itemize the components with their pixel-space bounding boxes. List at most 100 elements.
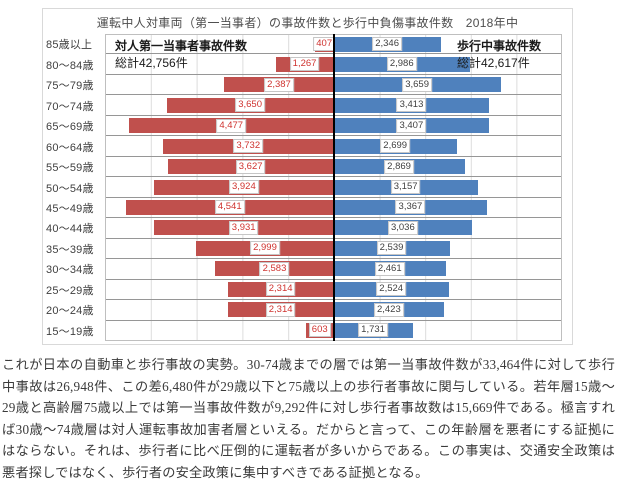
driver-accidents-value-label: 603 — [308, 323, 331, 338]
driver-accidents-cell: 4,477 — [105, 115, 334, 137]
pedestrian-accidents-value-label: 2,524 — [376, 282, 407, 297]
chart-row: 30～34歳 2,583 2,461 — [46, 259, 562, 280]
chart-row: 60～64歳 3,732 2,699 — [46, 136, 562, 157]
driver-accidents-bar: 3,627 — [167, 159, 334, 175]
pedestrian-accidents-cell: 2,346 — [333, 34, 562, 55]
accidents-by-age-chart: 運転中人対車両（第一当事者）の事故件数と歩行中負傷事故件数 2018年中 85歳… — [42, 8, 573, 345]
driver-accidents-value-label: 3,931 — [228, 220, 259, 235]
right-series-header: 歩行中事故件数 総計42,617件 — [457, 38, 559, 72]
right-series-label: 歩行中事故件数 — [457, 39, 542, 53]
chart-row: 70～74歳 3,650 3,413 — [46, 95, 562, 116]
age-group-label: 20～24歳 — [46, 305, 94, 318]
pedestrian-accidents-value-label: 3,413 — [396, 98, 427, 113]
pedestrian-accidents-bar: 2,524 — [333, 281, 449, 297]
pedestrian-accidents-bar: 1,731 — [333, 322, 413, 338]
pedestrian-accidents-value-label: 3,036 — [387, 220, 418, 235]
pedestrian-accidents-bar: 2,346 — [333, 36, 441, 52]
pedestrian-accidents-bar: 3,157 — [333, 179, 478, 195]
age-group-label: 40～44歳 — [46, 223, 94, 236]
pedestrian-accidents-bar: 3,413 — [333, 97, 490, 113]
pedestrian-accidents-bar: 2,869 — [333, 159, 465, 175]
chart-row: 80～84歳 1,267 2,986 — [46, 54, 562, 75]
chart-row: 15～19歳 603 1,731 — [46, 320, 562, 342]
driver-accidents-cell: 1,267 — [105, 54, 334, 75]
driver-accidents-bar: 4,477 — [128, 118, 334, 134]
pedestrian-accidents-value-label: 2,461 — [374, 261, 405, 276]
pedestrian-accidents-value-label: 2,539 — [376, 241, 407, 256]
pedestrian-accidents-cell: 2,423 — [333, 300, 562, 321]
driver-accidents-value-label: 3,627 — [235, 159, 266, 174]
age-group-label: 15～19歳 — [46, 325, 94, 338]
chart-row: 50～54歳 3,924 3,157 — [46, 177, 562, 198]
age-group-label: 50～54歳 — [46, 182, 94, 195]
driver-accidents-cell: 3,650 — [105, 95, 334, 116]
driver-accidents-value-label: 2,387 — [264, 77, 294, 92]
pedestrian-accidents-cell: 3,036 — [333, 218, 562, 239]
driver-accidents-cell: 2,314 — [105, 279, 334, 301]
age-group-label: 60～64歳 — [46, 141, 94, 154]
driver-accidents-value-label: 407 — [313, 37, 336, 52]
pedestrian-accidents-value-label: 2,346 — [372, 37, 402, 52]
age-group-label: 65～69歳 — [46, 121, 94, 134]
chart-row: 45～49歳 4,541 3,367 — [46, 197, 562, 219]
chart-title: 運転中人対車両（第一当事者）の事故件数と歩行中負傷事故件数 2018年中 — [96, 16, 519, 30]
driver-accidents-bar: 603 — [305, 322, 334, 338]
chart-rows: 85歳以上 407 2,346 80～84歳 1,267 2,986 75～79… — [46, 34, 562, 342]
pedestrian-accidents-cell: 2,869 — [333, 156, 562, 178]
pedestrian-accidents-value-label: 2,423 — [373, 302, 404, 317]
pedestrian-accidents-cell: 1,731 — [333, 320, 562, 342]
pedestrian-accidents-bar: 3,367 — [333, 199, 488, 215]
driver-accidents-bar: 407 — [313, 36, 336, 52]
left-series-label: 対人第一当事者事故件数 — [115, 39, 248, 53]
driver-accidents-value-label: 3,650 — [235, 98, 265, 113]
chart-row: 75～79歳 2,387 3,659 — [46, 74, 562, 96]
left-series-total: 総計42,756件 — [115, 56, 188, 70]
driver-accidents-cell: 603 — [105, 320, 334, 342]
pedestrian-accidents-bar: 3,036 — [333, 220, 473, 236]
driver-accidents-cell: 2,387 — [105, 74, 334, 96]
driver-accidents-bar: 3,931 — [153, 220, 334, 236]
driver-accidents-bar: 2,999 — [196, 240, 334, 256]
pedestrian-accidents-cell: 2,524 — [333, 279, 562, 301]
driver-accidents-bar: 3,650 — [166, 97, 334, 113]
driver-accidents-bar: 2,583 — [215, 261, 334, 277]
pedestrian-accidents-value-label: 2,699 — [380, 139, 411, 154]
pedestrian-accidents-cell: 3,157 — [333, 177, 562, 198]
driver-accidents-cell: 407 — [105, 34, 336, 55]
pedestrian-accidents-bar: 2,423 — [333, 302, 445, 318]
pedestrian-accidents-value-label: 1,731 — [358, 323, 388, 338]
chart-row: 20～24歳 2,314 2,423 — [46, 300, 562, 321]
chart-row: 55～59歳 3,627 2,869 — [46, 156, 562, 178]
driver-accidents-cell: 3,924 — [105, 177, 334, 198]
driver-accidents-bar: 4,541 — [125, 199, 334, 215]
driver-accidents-value-label: 3,732 — [233, 139, 264, 154]
driver-accidents-value-label: 3,924 — [228, 180, 259, 195]
left-series-header: 対人第一当事者事故件数 総計42,756件 — [115, 38, 247, 72]
driver-accidents-value-label: 2,314 — [265, 302, 296, 317]
driver-accidents-value-label: 2,583 — [259, 261, 290, 276]
driver-accidents-value-label: 4,477 — [216, 118, 247, 133]
age-group-label: 25～29歳 — [46, 284, 94, 297]
driver-accidents-value-label: 1,267 — [289, 57, 320, 72]
chart-row: 35～39歳 2,999 2,539 — [46, 238, 562, 260]
right-series-total: 総計42,617件 — [457, 56, 530, 70]
age-group-label: 35～39歳 — [46, 243, 94, 256]
chart-row: 40～44歳 3,931 3,036 — [46, 218, 562, 239]
pedestrian-accidents-cell: 2,699 — [333, 136, 562, 157]
driver-accidents-value-label: 2,314 — [265, 282, 296, 297]
pedestrian-accidents-bar: 3,407 — [333, 118, 490, 134]
pedestrian-accidents-cell: 3,413 — [333, 95, 562, 116]
pedestrian-accidents-cell: 2,539 — [333, 238, 562, 260]
commentary-text: これが日本の自動車と歩行事故の実勢。30-74歳までの層では第一当事故件数が33… — [2, 357, 615, 480]
age-group-label: 45～49歳 — [46, 202, 94, 215]
driver-accidents-value-label: 2,999 — [250, 241, 280, 256]
pedestrian-accidents-cell: 3,367 — [333, 197, 562, 219]
pedestrian-accidents-cell: 3,407 — [333, 115, 562, 137]
pedestrian-accidents-value-label: 3,367 — [395, 200, 426, 215]
age-group-label: 75～79歳 — [46, 80, 94, 93]
chart-row: 25～29歳 2,314 2,524 — [46, 279, 562, 301]
pedestrian-accidents-value-label: 3,157 — [390, 180, 421, 195]
pedestrian-accidents-cell: 3,659 — [333, 74, 562, 96]
driver-accidents-bar: 3,732 — [162, 138, 334, 154]
